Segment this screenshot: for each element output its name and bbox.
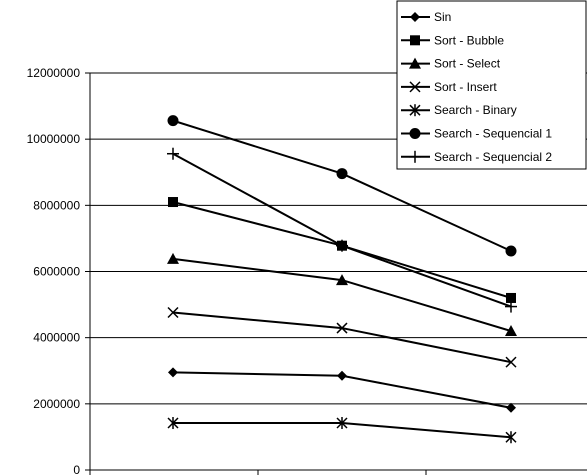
legend-label: Sort - Select bbox=[434, 57, 501, 71]
legend-marker bbox=[409, 104, 421, 117]
data-point-search-sequencial-1 bbox=[505, 245, 517, 257]
data-point-search-sequencial-2 bbox=[167, 147, 179, 160]
data-point-sort-select bbox=[336, 274, 348, 286]
data-point-search-binary bbox=[336, 417, 348, 430]
data-point-sin bbox=[337, 370, 347, 381]
legend-marker bbox=[409, 57, 421, 69]
y-tick-label: 12000000 bbox=[27, 66, 81, 80]
legend: Sin Sort - Bubble Sort - Select Sort - Inse… bbox=[396, 0, 587, 170]
y-tick-label: 6000000 bbox=[33, 265, 80, 279]
legend-entry: Search - Sequencial 1 bbox=[401, 127, 552, 141]
legend-entry: Sort - Bubble bbox=[401, 33, 504, 47]
y-tick-label: 0 bbox=[73, 463, 80, 475]
series-markers bbox=[167, 115, 517, 444]
series-line-sort-select bbox=[172, 257, 512, 333]
data-point-search-sequencial-1 bbox=[167, 115, 179, 127]
y-tick-label: 2000000 bbox=[33, 397, 80, 411]
legend-label: Sort - Bubble bbox=[434, 33, 504, 47]
legend-label: Search - Sequencial 1 bbox=[434, 127, 552, 141]
legend-entry: Sin bbox=[401, 10, 451, 24]
legend-label: Sin bbox=[434, 10, 451, 24]
data-point-sort-insert bbox=[336, 322, 348, 334]
legend-entry: Search - Sequencial 2 bbox=[401, 150, 552, 164]
legend-entry: Sort - Select bbox=[401, 57, 501, 71]
legend-entry: Search - Binary bbox=[401, 103, 517, 117]
data-point-sort-select bbox=[505, 325, 517, 337]
data-point-search-sequencial-1 bbox=[336, 168, 348, 180]
legend-entry: Sort - Insert bbox=[401, 80, 497, 94]
y-tick-label: 4000000 bbox=[33, 331, 80, 345]
legend-marker bbox=[409, 150, 421, 163]
legend-marker bbox=[410, 12, 420, 22]
data-point-sin bbox=[506, 402, 516, 413]
data-point-sort-select bbox=[167, 252, 179, 264]
data-point-sin bbox=[168, 367, 178, 378]
axes bbox=[85, 72, 587, 475]
data-point-search-binary bbox=[167, 417, 179, 430]
legend-marker bbox=[409, 81, 421, 93]
legend-marker bbox=[410, 35, 420, 46]
y-axis-tick-labels: 0 2000000 4000000 6000000 8000000 10000000 120… bbox=[27, 66, 81, 475]
y-tick-label: 8000000 bbox=[33, 198, 80, 212]
data-point-sort-bubble bbox=[168, 197, 178, 208]
data-point-search-binary bbox=[505, 431, 517, 444]
data-point-sort-bubble bbox=[506, 292, 516, 303]
data-point-sort-insert bbox=[505, 356, 517, 368]
legend-label: Search - Binary bbox=[434, 103, 517, 117]
y-tick-label: 10000000 bbox=[27, 132, 81, 146]
legend-label: Sort - Insert bbox=[434, 80, 497, 94]
legend-box bbox=[396, 0, 587, 170]
legend-label: Search - Sequencial 2 bbox=[434, 150, 552, 164]
legend-marker bbox=[409, 128, 421, 139]
data-point-search-sequencial-2 bbox=[336, 239, 348, 252]
data-point-search-sequencial-2 bbox=[505, 300, 517, 313]
data-point-sort-insert bbox=[167, 306, 179, 319]
